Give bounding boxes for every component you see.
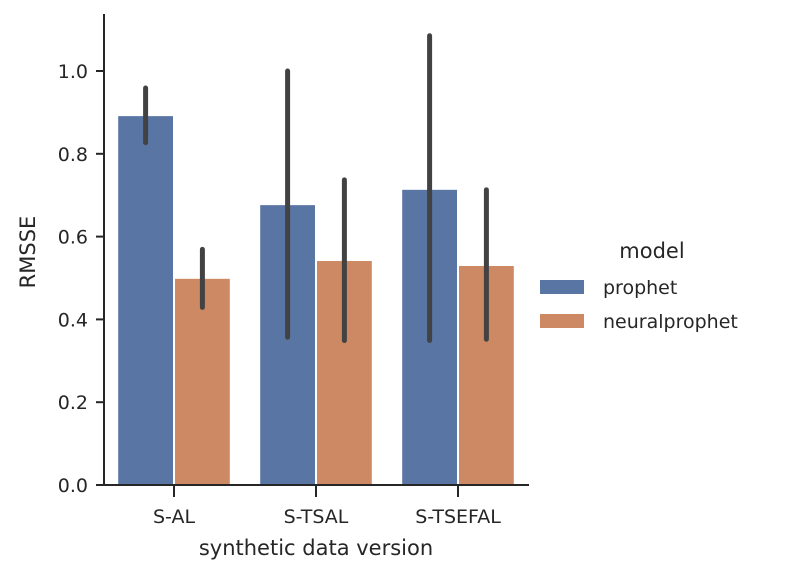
y-tick-label: 0.0	[58, 475, 88, 497]
bars-layer	[118, 116, 514, 486]
y-ticks: 0.0 0.2 0.4 0.6 0.8 1.0	[58, 61, 104, 497]
bar-prophet-S-AL	[118, 116, 173, 485]
x-tick-label: S-TSAL	[284, 506, 349, 528]
y-tick-label: 1.0	[58, 61, 88, 83]
y-tick-label: 0.6	[58, 227, 88, 249]
y-tick-label: 0.8	[58, 144, 88, 166]
legend-title: model	[619, 239, 684, 263]
legend-label-prophet: prophet	[603, 277, 677, 299]
error-bars-layer	[143, 33, 489, 344]
x-tick-label: S-TSEFAL	[415, 506, 501, 528]
y-tick-label: 0.2	[58, 392, 88, 414]
y-tick-label: 0.4	[58, 309, 88, 331]
legend-swatch-neuralprophet	[540, 314, 584, 328]
x-ticks: S-AL S-TSAL S-TSEFAL	[153, 485, 501, 528]
y-axis-label: RMSSE	[16, 216, 40, 289]
bar-neuralprophet-S-AL	[175, 278, 230, 485]
x-axis-label: synthetic data version	[199, 536, 433, 560]
legend: model prophet neuralprophet	[540, 239, 738, 333]
x-tick-label: S-AL	[153, 506, 195, 528]
legend-label-neuralprophet: neuralprophet	[603, 311, 738, 333]
legend-swatch-prophet	[540, 280, 584, 294]
